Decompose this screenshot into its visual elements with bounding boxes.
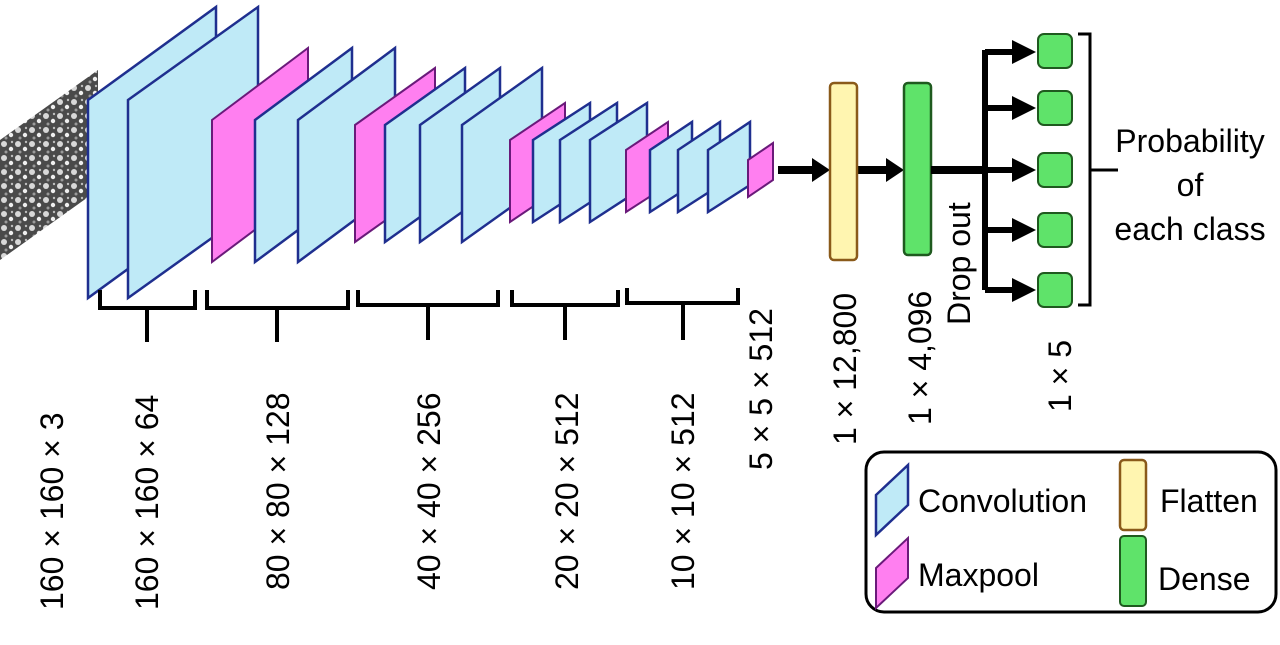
input-image	[0, 70, 98, 260]
output-node	[1037, 152, 1073, 188]
probability-label-line1: Probability	[1115, 123, 1264, 159]
bracket	[356, 290, 500, 340]
legend: Convolution Maxpool Flatten Dense	[864, 450, 1278, 614]
dense-bar	[902, 81, 933, 257]
layer-stack	[86, 4, 774, 301]
probability-label-line3: each class	[1114, 211, 1265, 247]
dim-label-block3: 40 × 40 × 256	[411, 392, 447, 590]
output-arrow-heads	[1012, 40, 1036, 302]
output-node	[1037, 272, 1073, 308]
bracket	[205, 290, 350, 342]
legend-flatten-label: Flatten	[1160, 483, 1258, 519]
output-node	[1037, 212, 1073, 248]
flow-arrows	[778, 158, 904, 182]
dim-label-dense: 1 × 4,096	[902, 291, 938, 425]
dim-label-input: 160 × 160 × 3	[34, 412, 70, 610]
probability-label-line2: of	[1177, 167, 1204, 203]
legend-dense-label: Dense	[1158, 561, 1251, 597]
dim-label-block5: 10 × 10 × 512	[665, 392, 701, 590]
flatten-bar	[828, 81, 859, 262]
dim-label-block1: 160 × 160 × 64	[129, 395, 165, 610]
output-nodes	[1037, 33, 1073, 308]
bracket	[510, 290, 620, 340]
output-node	[1037, 33, 1073, 69]
bracket	[625, 288, 740, 340]
dim-label-block2: 80 × 80 × 128	[260, 392, 296, 590]
dim-label-final-pool: 5 × 5 × 512	[743, 308, 779, 470]
output-node	[1037, 90, 1073, 126]
dropout-label: Drop out	[941, 202, 977, 325]
dim-label-flatten: 1 × 12,800	[827, 293, 863, 445]
convolution-legend-icon	[874, 462, 910, 538]
arrow-head	[886, 158, 904, 182]
dim-label-block4: 20 × 20 × 512	[549, 392, 585, 590]
bracket	[98, 290, 197, 342]
legend-box	[864, 450, 1278, 614]
dim-label-output: 1 × 5	[1042, 340, 1078, 412]
arrow-head	[812, 158, 830, 182]
dense-legend-icon	[1119, 535, 1147, 607]
flatten-legend-icon	[1118, 458, 1148, 532]
maxpool-layer	[747, 141, 774, 199]
legend-maxpool-label: Maxpool	[918, 557, 1039, 593]
maxpool-legend-icon	[875, 535, 909, 611]
legend-convolution-label: Convolution	[918, 483, 1087, 519]
probability-brace	[1078, 32, 1118, 307]
group-brackets	[98, 288, 740, 342]
